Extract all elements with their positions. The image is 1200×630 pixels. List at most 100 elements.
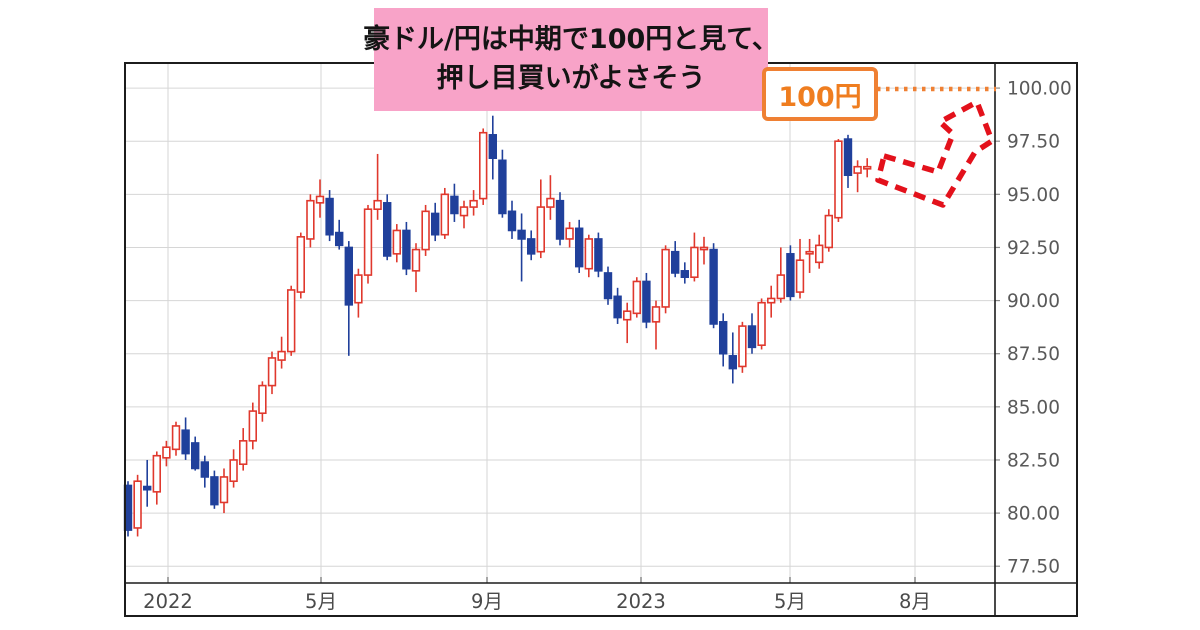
candle-body	[296, 236, 305, 293]
candle-body	[613, 295, 622, 319]
y-axis-label: 95.00	[1007, 185, 1060, 206]
candle-body	[594, 238, 603, 272]
candle-body	[642, 280, 651, 323]
candle-body	[334, 231, 344, 247]
candle-body	[651, 306, 661, 323]
uptrend-arrow-icon	[875, 99, 995, 208]
candle-body	[325, 197, 334, 236]
candle-body	[709, 248, 718, 325]
candle-body	[574, 227, 584, 268]
candle-body	[392, 229, 401, 255]
candle-body	[363, 208, 373, 276]
candle-body	[210, 476, 219, 506]
candle-body	[286, 289, 296, 353]
candle-body	[162, 446, 171, 459]
candle-body	[248, 410, 257, 442]
candle-body	[344, 246, 353, 306]
x-axis-label: 8月	[899, 590, 931, 613]
candle-body	[143, 485, 152, 491]
y-axis-label: 82.50	[1007, 450, 1060, 471]
y-axis-label: 87.50	[1007, 344, 1060, 365]
y-axis-label: 90.00	[1007, 291, 1060, 312]
candle-body	[440, 193, 449, 236]
candle-body	[565, 227, 574, 240]
candle-body	[450, 195, 459, 215]
candle-body	[834, 140, 843, 219]
candle-body	[862, 165, 872, 170]
candle-body	[843, 138, 853, 177]
target-label-text: 100円	[778, 81, 862, 113]
candle-body	[517, 229, 526, 240]
candle-body	[152, 454, 161, 493]
banner-line-1: 豪ドル/円は中期で100円と見て、	[363, 24, 779, 56]
candle-body	[546, 197, 555, 208]
candle-body	[277, 350, 286, 361]
candle-body	[805, 250, 814, 255]
candle-body	[776, 274, 786, 300]
candle-body	[306, 199, 315, 240]
candle-body	[622, 310, 632, 321]
candle-body	[411, 248, 421, 272]
candle-body	[795, 259, 805, 293]
candle-body	[824, 214, 834, 249]
candle-body	[219, 476, 229, 504]
target-label-box: 100円	[762, 67, 878, 121]
candle-body	[728, 355, 738, 370]
chart-border	[124, 62, 1078, 617]
candle-body	[814, 244, 824, 264]
candle-body	[747, 325, 757, 349]
candle-body	[786, 253, 795, 298]
y-axis-label: 85.00	[1007, 397, 1060, 418]
banner-line-2: 押し目買いがよさそう	[436, 63, 706, 94]
x-axis-label: 5月	[774, 590, 806, 613]
y-axis-label: 92.50	[1007, 238, 1060, 259]
candle-body	[430, 212, 440, 236]
y-axis-label: 77.50	[1007, 557, 1060, 578]
candle-body	[200, 461, 209, 478]
candle-body	[661, 248, 670, 308]
candle-body	[680, 270, 690, 279]
candle-body	[853, 165, 862, 174]
candle-body	[258, 384, 267, 415]
y-axis-label: 97.50	[1007, 132, 1060, 153]
candle-body	[478, 131, 488, 200]
candle-body	[354, 274, 363, 304]
candle-body	[402, 229, 411, 270]
candle-body	[171, 425, 181, 451]
candle-body	[718, 321, 728, 355]
candle-body	[690, 246, 699, 279]
candle-body	[181, 429, 190, 455]
candle-body	[526, 238, 536, 255]
candle-body	[670, 250, 680, 274]
x-axis-label: 9月	[471, 590, 503, 613]
candle-body	[459, 206, 469, 217]
candle-body	[738, 325, 747, 368]
candle-body	[699, 246, 709, 251]
candle-body	[507, 210, 517, 232]
candle-body	[373, 199, 382, 211]
candle-body	[603, 272, 613, 300]
candle-body	[555, 199, 565, 240]
candle-body	[421, 210, 430, 251]
x-axis-label: 2023	[616, 590, 666, 613]
candle-body	[382, 202, 392, 257]
candle-body	[469, 199, 478, 208]
candle-body	[239, 440, 248, 466]
candle-body	[315, 195, 325, 204]
y-axis-label: 100.00	[1007, 79, 1072, 100]
candle-body	[536, 206, 546, 253]
x-axis-label: 5月	[305, 590, 337, 613]
banner: 豪ドル/円は中期で100円と見て、 押し目買いがよさそう	[363, 8, 779, 111]
candle-body	[584, 238, 594, 270]
candle-body	[498, 159, 507, 215]
candle-body	[133, 480, 142, 529]
y-axis-label: 80.00	[1007, 504, 1060, 525]
candle-body	[267, 357, 277, 387]
candle-body	[632, 280, 642, 315]
candle-body	[488, 134, 497, 160]
candle-body	[766, 297, 776, 304]
x-axis-label: 2022	[143, 590, 193, 613]
candle-body	[191, 442, 200, 470]
candle-body	[757, 301, 766, 347]
